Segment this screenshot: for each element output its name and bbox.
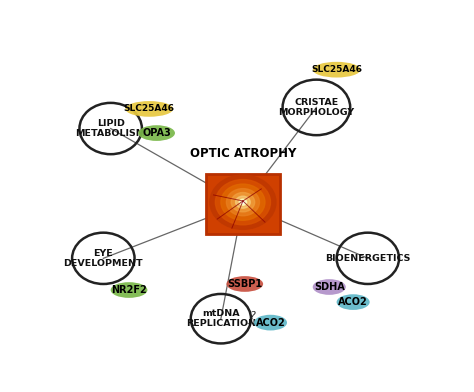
Circle shape (210, 175, 276, 229)
Text: LIPID
METABOLISM: LIPID METABOLISM (75, 119, 146, 138)
Circle shape (239, 199, 246, 205)
Ellipse shape (227, 276, 263, 292)
Text: mtDNA
REPLICATION: mtDNA REPLICATION (186, 309, 256, 328)
Text: ACO2: ACO2 (338, 297, 368, 307)
Circle shape (241, 201, 245, 203)
Text: SLC25A46: SLC25A46 (124, 104, 175, 113)
Ellipse shape (254, 315, 287, 330)
Circle shape (236, 196, 250, 208)
Ellipse shape (337, 294, 370, 310)
Bar (206, 174, 280, 234)
Text: SLC25A46: SLC25A46 (311, 65, 362, 74)
Ellipse shape (313, 279, 346, 295)
Text: SSBP1: SSBP1 (227, 279, 262, 289)
Text: SDHA: SDHA (314, 282, 345, 292)
FancyBboxPatch shape (206, 174, 280, 234)
Text: ?: ? (249, 311, 255, 321)
Ellipse shape (313, 62, 360, 78)
Text: BIOENERGETICS: BIOENERGETICS (325, 254, 410, 263)
Text: OPA3: OPA3 (142, 128, 171, 138)
Circle shape (231, 192, 255, 212)
Text: EYE
DEVELOPMENT: EYE DEVELOPMENT (64, 249, 143, 268)
Text: CRISTAE
MORPHOLOGY: CRISTAE MORPHOLOGY (278, 98, 355, 117)
Ellipse shape (110, 282, 147, 298)
Ellipse shape (125, 101, 173, 117)
Circle shape (215, 180, 271, 225)
Ellipse shape (138, 125, 175, 141)
Circle shape (227, 189, 259, 216)
Text: ACO2: ACO2 (255, 318, 285, 328)
Text: NR2F2: NR2F2 (111, 285, 147, 295)
Circle shape (221, 184, 265, 220)
Text: OPTIC ATROPHY: OPTIC ATROPHY (190, 147, 296, 160)
